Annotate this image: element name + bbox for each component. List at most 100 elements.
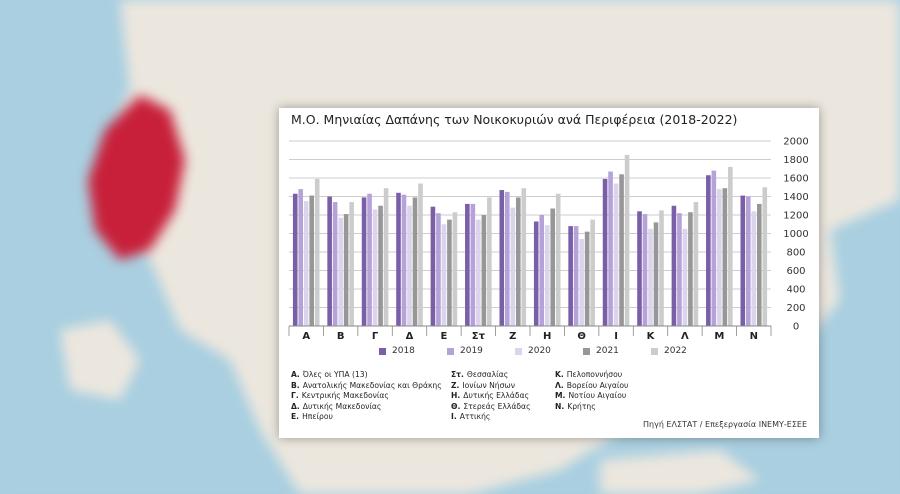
bar [349, 202, 354, 326]
x-tick-label: Ζ [509, 331, 516, 342]
bar [418, 183, 423, 326]
bar [367, 193, 372, 326]
bar [728, 166, 733, 326]
x-tick-label: Ν [750, 331, 758, 342]
bar [653, 222, 659, 326]
legend-item: 2018 [379, 346, 415, 356]
bar [361, 197, 367, 326]
bar [568, 226, 573, 326]
bar [383, 188, 389, 326]
note-text: Νοτίου Αιγαίου [568, 391, 627, 400]
bar [476, 219, 481, 326]
bar [465, 203, 470, 326]
y-tick-label: 1600 [783, 174, 808, 185]
bar [688, 212, 693, 326]
note-line: Ε. Ηπείρου [291, 412, 442, 423]
x-tick-label: Λ [681, 331, 689, 342]
bar [671, 205, 677, 326]
bar [756, 203, 762, 326]
note-key: Στ. [451, 370, 464, 379]
y-tick-label: 1200 [783, 211, 808, 222]
note-line: Ν. Κρήτης [555, 402, 628, 413]
note-key: Ζ. [451, 380, 460, 390]
note-line: Β. Ανατολικής Μακεδονίας και Θράκης [291, 381, 442, 392]
note-line: Ι. Αττικής [451, 412, 531, 423]
note-text: Πελοποννήσου [566, 370, 623, 379]
note-key: Α. [291, 370, 300, 379]
source-note: Πηγή ΕΛΣΤΑΤ / Επεξεργασία ΙΝΕΜΥ-ΕΣΕΕ [643, 420, 807, 429]
x-tick-label: Η [543, 331, 551, 342]
bar [430, 206, 436, 326]
note-line: Γ. Κεντρικής Μακεδονίας [291, 391, 442, 402]
bar [613, 183, 619, 326]
bar [396, 192, 401, 326]
y-tick-label: 200 [786, 303, 805, 314]
note-key: Ι. [451, 412, 457, 421]
legend-label: 2018 [392, 346, 415, 356]
x-tick-label: Δ [406, 331, 414, 342]
note-line: Μ. Νοτίου Αιγαίου [555, 391, 628, 402]
legend-swatch [651, 347, 658, 355]
bar [722, 188, 728, 326]
legend-label: 2020 [528, 346, 551, 356]
bar [533, 221, 539, 326]
note-key: Θ. [451, 401, 461, 411]
bar [602, 178, 608, 326]
note-text: Ιονίων Νήσων [462, 380, 516, 390]
note-line: Ζ. Ιονίων Νήσων [451, 381, 531, 392]
y-tick-label: 800 [786, 248, 805, 259]
bar [642, 214, 648, 326]
note-key: Ν. [555, 401, 565, 411]
note-text: Ηπείρου [302, 412, 333, 421]
bar [309, 195, 315, 326]
legend-label: 2019 [460, 346, 483, 356]
bar [481, 215, 487, 326]
note-key: Β. [291, 380, 300, 390]
highlighted-region [88, 95, 185, 260]
note-key: Λ. [555, 380, 564, 390]
note-text: Όλες οι ΥΠΑ (13) [302, 370, 368, 379]
bar [550, 208, 556, 326]
bar [706, 175, 711, 326]
note-key: Ε. [291, 412, 300, 421]
legend-item: 2022 [651, 346, 687, 356]
bar [693, 202, 699, 326]
bar [470, 203, 476, 326]
bar [436, 213, 441, 326]
bar [637, 211, 642, 326]
note-line: Κ. Πελοποννήσου [555, 370, 628, 381]
bar [682, 228, 688, 326]
legend-label: 2022 [664, 346, 687, 356]
note-text: Βορείου Αιγαίου [566, 380, 629, 390]
x-tick-label: Ι [614, 331, 618, 342]
notes-column-1: Α. Όλες οι ΥΠΑ (13) Β. Ανατολικής Μακεδονία… [291, 370, 442, 423]
bar [314, 178, 320, 326]
bar [378, 205, 383, 326]
bar [608, 171, 613, 326]
x-tick-label: Θ [577, 331, 586, 342]
note-line: Στ. Θεσσαλίας [451, 370, 531, 381]
note-text: Κρήτης [567, 401, 596, 411]
bar [579, 239, 584, 326]
y-tick-label: 2000 [783, 137, 808, 148]
x-tick-label: Μ [714, 331, 724, 342]
bar [619, 174, 624, 326]
bar [590, 219, 595, 326]
bar [740, 195, 746, 326]
notes-column-3: Κ. Πελοποννήσου Λ. Βορείου Αιγαίου Μ. Νοτίου … [555, 370, 628, 412]
y-tick-label: 1800 [783, 155, 808, 166]
bar [544, 225, 550, 326]
bar [447, 219, 452, 326]
bar [751, 211, 757, 326]
bar [412, 197, 418, 326]
bar [372, 209, 378, 326]
note-text: Στερεάς Ελλάδας [463, 401, 531, 411]
note-line: Η. Δυτικής Ελλάδας [451, 391, 531, 402]
legend-item: 2020 [515, 346, 551, 356]
bar-chart: 0 200 400 600 800 1000 1200 1400 1600 1800 2000 Α Β Γ… [288, 137, 809, 342]
x-tick-label: Α [302, 331, 310, 342]
x-tick-label: Κ [647, 331, 656, 342]
legend-item: 2021 [583, 346, 619, 356]
bar [539, 215, 545, 326]
bar [677, 213, 682, 326]
